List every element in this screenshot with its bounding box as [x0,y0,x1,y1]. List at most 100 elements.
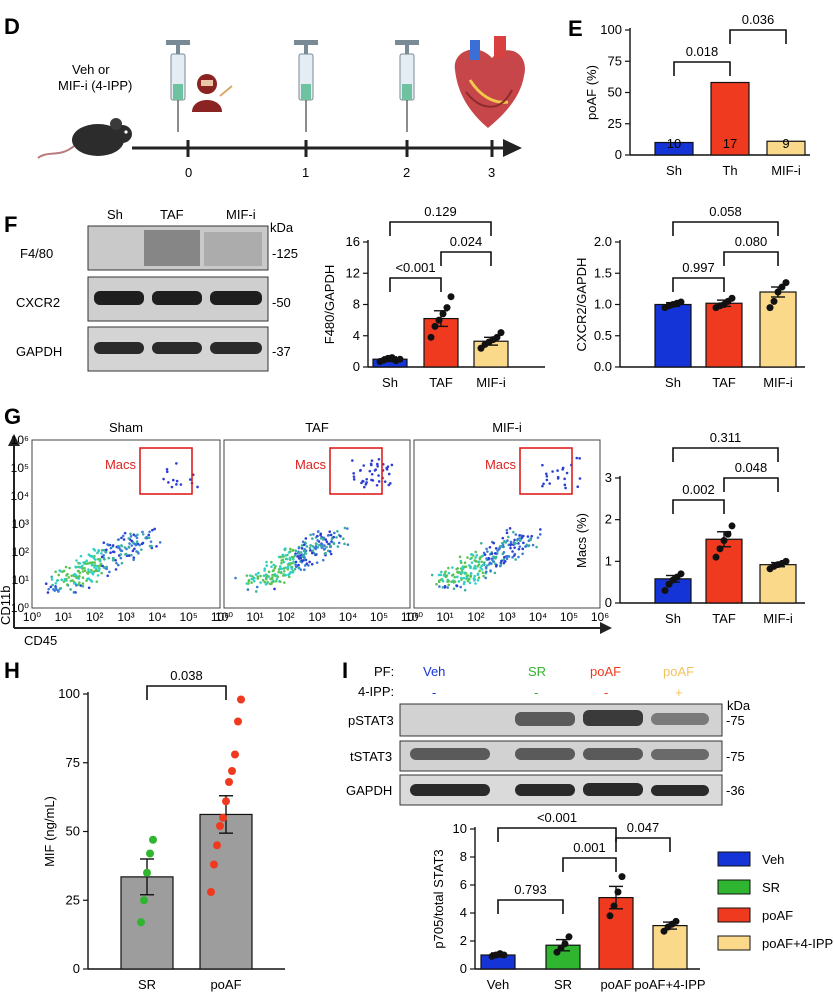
flow-event [104,550,108,554]
blot-i-row-gapdh: GAPDH [346,783,392,798]
flow-event [303,556,306,559]
flow-event [127,554,131,557]
flow-plot-sham: Sham 10⁰ 10¹ 10² 10³ 10⁴ 10⁵ 10⁶ 10⁰ 10¹ 10² 10³ 10⁴… [10,420,229,624]
flow-event [328,544,332,548]
flow-event [96,557,100,561]
y-axis-label: poAF (%) [584,65,599,120]
flow-event [332,535,336,539]
flow-event [499,544,503,548]
p-value: 0.997 [682,260,715,275]
flow-x-tick: 10⁵ [560,610,578,624]
data-point [431,322,439,330]
data-point [672,917,680,925]
flow-event [67,576,71,579]
flow-y-tick: 10² [12,545,29,559]
flow-event [129,535,133,538]
flow-event [87,553,91,556]
timeline-panel: Veh or MIF-i (4-IPP) 0 1 2 3 [37,36,525,180]
legend-label: poAF [762,908,793,923]
p-value: <0.001 [395,260,435,275]
flow-y-tick: 10⁵ [11,461,29,475]
surgeon-icon [192,74,233,112]
flow-event [506,535,510,539]
flow-event [109,551,112,555]
flow-ylabel: CD11b [0,585,13,625]
flow-event [83,566,86,570]
data-point [447,293,455,301]
flow-event [501,536,505,540]
flow-event [114,568,118,571]
flow-event [447,583,451,587]
blot-i-ipp-poaf: - [604,685,608,700]
category-label: MIF-i [476,375,506,390]
flow-event [455,584,459,588]
flow-event [245,574,249,577]
flow-event [437,580,441,584]
flow-event [563,477,566,481]
y-axis-label: F480/GAPDH [322,265,337,344]
y-tick-label: 16 [346,234,360,249]
flow-event [481,571,485,575]
flow-event [485,557,488,560]
blot-f-kda-gapdh: -37 [272,344,291,359]
significance-bracket [615,837,671,852]
data-point [225,778,233,786]
flow-event [135,536,139,540]
flow-event [79,554,83,558]
flow-plot-title: Sham [109,420,143,435]
p-value: <0.001 [537,810,577,825]
p-value: 0.024 [450,234,483,249]
flow-event [54,586,58,590]
flow-event [529,538,532,542]
band [583,748,643,760]
p-value: 0.048 [735,460,768,475]
flow-event [271,573,274,577]
flow-event [505,528,509,532]
flow-event [65,583,69,586]
flow-event [141,532,145,536]
flow-event [502,555,506,559]
blot-i-group-sr: SR [528,664,546,679]
flow-event [302,543,306,547]
blot-f-col-sh: Sh [107,207,123,222]
flow-event [300,544,304,547]
y-tick-label: 12 [346,265,360,280]
flow-event [124,552,128,556]
flow-event [370,459,374,462]
flow-event [458,555,462,559]
flow-event [90,554,93,558]
p-value: 0.080 [735,234,768,249]
flow-event [314,542,318,545]
flow-event [524,545,527,548]
flow-event [531,543,535,547]
flow-event [70,574,73,578]
flow-event [499,563,503,566]
flow-x-tick: 10¹ [55,610,72,624]
flow-event [455,567,458,571]
p-value: 0.018 [686,44,719,59]
flow-event [563,483,567,487]
flow-event [307,564,310,567]
flow-event [282,560,286,564]
flow-y-tick: 10⁴ [10,489,29,503]
flow-event [88,561,92,564]
flow-x-tick: 10⁰ [405,610,423,624]
flow-event [377,457,381,461]
flow-event [480,564,484,568]
flow-event [319,532,323,536]
data-point [231,750,239,759]
flow-event [512,542,516,545]
flow-event [343,542,346,546]
flow-x-arrow [600,622,612,634]
flow-event [46,591,50,594]
category-label: poAF [600,977,631,992]
flow-event [153,527,156,531]
y-tick-label: 2 [460,933,467,948]
blot-i-ipp-sr: - [534,685,538,700]
flow-event [564,486,567,490]
flow-event [517,542,520,545]
flow-event [390,463,394,467]
flow-event [54,581,58,585]
panel-label-h: H [4,658,20,683]
flow-event [165,467,169,471]
